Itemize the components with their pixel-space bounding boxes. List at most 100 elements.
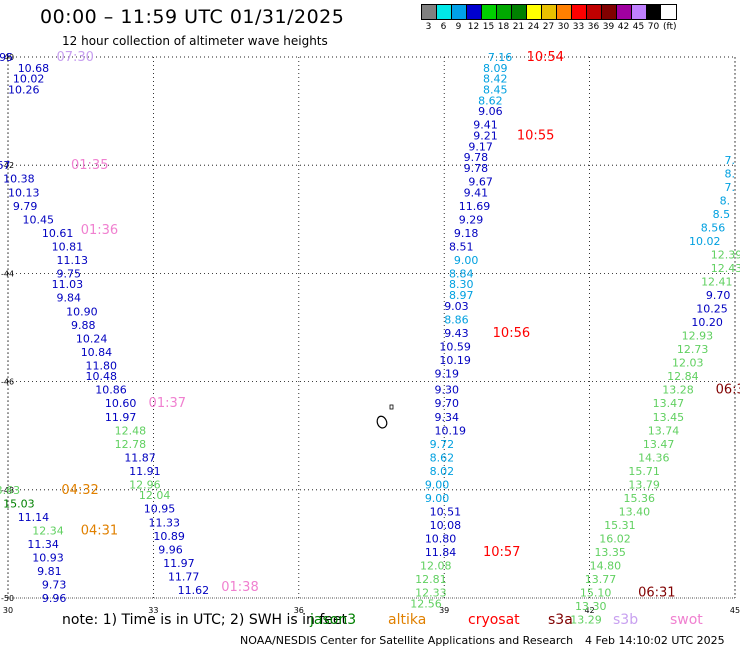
wave-height-label: 9.70 [435,397,460,410]
wave-height-label: 13.74 [648,424,680,437]
latitude-tick-label: -44 [1,269,14,278]
wave-height-label: 16.02 [599,532,631,545]
wave-height-label: 13.29 [570,614,602,627]
wave-height-label: 8.62 [430,451,455,464]
pass-time-label: 04:31 [81,523,118,538]
legend-label: 18 [497,22,510,32]
wave-height-label: 15.71 [628,465,660,478]
longitude-tick-label: 39 [439,606,449,615]
wave-height-label: 12.84 [667,370,699,383]
legend-swatches [421,4,677,20]
wave-height-label: 9.43 [444,327,469,340]
wave-height-label: 9.67 [468,175,493,188]
page-subtitle: 12 hour collection of altimeter wave hei… [62,34,328,48]
wave-height-label: 10.60 [105,397,137,410]
latitude-tick-label: -42 [1,161,14,170]
wave-height-label: 10.08 [430,519,462,532]
wave-height-label: 10.20 [691,316,723,329]
wave-height-label: 10.02 [13,73,44,86]
wave-height-label: 9.00 [425,492,450,505]
pass-time-label: 04:32 [61,483,98,498]
wave-height-label: 13.77 [585,573,617,586]
legend-swatch [451,5,466,19]
satellite-label-s3a: s3a [548,612,573,628]
pass-time-label: 01:37 [149,396,186,411]
wave-height-label: 13.47 [643,438,675,451]
wave-height-label: 12.34 [32,524,64,537]
pass-time-label: 01:38 [221,580,258,595]
legend-swatch [496,5,511,19]
wave-height-label: 9.70 [706,289,731,302]
satellite-label-swot: swot [670,612,703,628]
legend-swatch [526,5,541,19]
wave-height-label: 10.51 [430,505,462,518]
wave-height-label: 10.19 [439,354,471,367]
wave-height-label: 7. [725,181,736,194]
legend-swatch [466,5,481,19]
wave-height-label: 10.68 [18,62,50,75]
page-title: 00:00 – 11:59 UTC 01/31/2025 [40,6,345,28]
wave-height-label: 9.73 [42,578,67,591]
legend-label: 6 [440,22,447,32]
credit-text: NOAA/NESDIS Center for Satellite Applica… [240,634,574,647]
wave-height-label: 10.25 [696,303,728,316]
wave-height-label: 7.16 [488,51,513,64]
wave-height-label: 12.03 [672,357,704,370]
wave-height-label: 10.26 [8,83,40,96]
wave-height-label: 9.95 [0,51,13,64]
pass-time-label: 01:35 [71,158,108,173]
wave-height-label: 11.84 [425,546,457,559]
wave-height-label: 12.81 [415,573,447,586]
legend-label: 24 [527,22,540,32]
wave-height-label: 9.06 [478,105,503,118]
wave-height-label: 10.19 [435,424,467,437]
wave-height-label: 8.42 [483,73,508,86]
wave-height-label: 10.84 [81,346,113,359]
wave-height-label: 12.08 [420,560,452,573]
wave-height-label: 10.86 [95,384,127,397]
wave-height-label: 15.03 [3,497,34,510]
legend-label: 33 [572,22,585,32]
wave-height-label: 9.29 [459,213,484,226]
wave-height-label: 9.78 [464,151,489,164]
wave-height-label: 11.97 [163,557,195,570]
pass-time-label: 06:31 [638,586,675,601]
legend-label: 70 [647,22,660,32]
wave-height-label: 9.19 [435,367,460,380]
wave-height-label: 8.51 [449,240,474,253]
wave-height-label: 11.91 [129,465,161,478]
wave-height-label: 15.36 [624,492,656,505]
wave-height-label: 10.38 [3,173,34,186]
legend-swatch [436,5,451,19]
legend-swatch [541,5,556,19]
wave-height-label: 13.35 [594,546,626,559]
wave-height-label: 10.24 [76,332,108,345]
wave-height-label: 12.73 [677,343,709,356]
pass-time-label: 01:36 [81,223,118,238]
wave-height-label: 12.48 [115,424,147,437]
wave-height-label: 15.10 [580,587,612,600]
legend-swatch [631,5,646,19]
wave-height-label: 7. [725,154,736,167]
wave-height-label: 10.93 [32,551,64,564]
wave-height-label: 9.88 [71,319,96,332]
wave-height-label: 9.30 [435,384,460,397]
legend-label: 39 [602,22,615,32]
wave-height-label: 12.41 [701,276,733,289]
wave-height-label: 11.80 [86,359,118,372]
wave-height-label: 9.21 [473,129,498,142]
wave-height-label: 12.96 [129,478,161,491]
wave-height-label: 13.30 [575,600,607,613]
latitude-tick-label: -40 [1,53,14,62]
wave-height-label: 15.31 [604,519,636,532]
pass-time-label: 10:54 [527,50,564,65]
pass-time-label: 10:55 [517,128,554,143]
satellite-label-cryosat: cryosat [468,612,520,628]
wave-height-label: 9.34 [435,411,460,424]
legend-label: 9 [455,22,462,32]
wave-height-label: 11.62 [178,584,210,597]
wave-height-label: 10.13 [8,186,40,199]
wave-height-label: 11.14 [18,511,50,524]
pass-time-label: 10:56 [493,326,530,341]
legend-label: 27 [542,22,555,32]
